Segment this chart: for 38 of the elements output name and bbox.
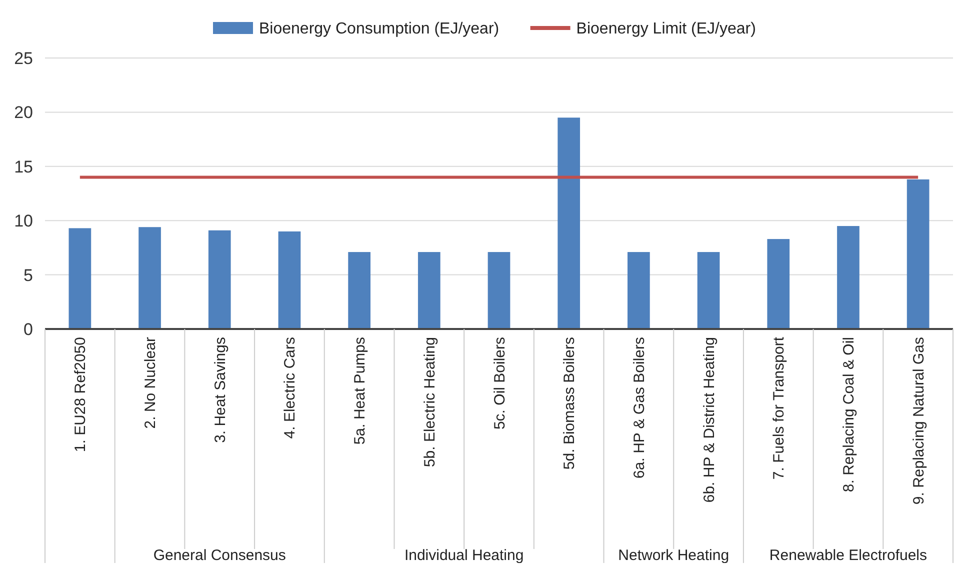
text: Individual Heating	[404, 547, 524, 564]
bar	[837, 226, 860, 329]
y-tick-label: 25	[14, 48, 33, 68]
bar	[558, 118, 580, 329]
x-tick-label: 7. Fuels for Transport	[770, 336, 788, 480]
text: Network Heating	[618, 547, 730, 564]
y-tick-label: 15	[14, 157, 33, 176]
legend-label: Bioenergy Consumption (EJ/year)	[259, 20, 500, 38]
bar	[348, 252, 370, 329]
bar	[628, 252, 650, 329]
x-tick-label: 6a. HP & Gas Boilers	[630, 337, 648, 478]
bar	[138, 227, 161, 329]
y-tick-label: 20	[14, 103, 33, 122]
legend-label: Bioenergy Limit (EJ/year)	[576, 20, 756, 38]
x-tick-label: 5b. Electric Heating	[421, 337, 438, 468]
bar	[767, 239, 790, 329]
y-tick-label: 10	[14, 212, 33, 231]
y-tick-label: 5	[24, 266, 33, 285]
bar	[488, 252, 510, 329]
x-tick-label: 5c. Oil Boilers	[491, 337, 508, 430]
bar	[906, 179, 930, 329]
text: Renewable Electrofuels	[769, 547, 928, 564]
x-tick-label: 2. No Nuclear	[142, 337, 160, 429]
bar	[418, 252, 440, 329]
x-tick-label: 8. Replacing Coal & Oil	[840, 337, 858, 492]
x-tick-label: 1. EU28 Ref2050	[72, 337, 90, 452]
x-tick-label: 4. Electric Cars	[282, 337, 299, 439]
bar	[208, 230, 231, 329]
bar	[278, 231, 301, 329]
x-tick-label: 5a. Heat Pumps	[352, 337, 369, 445]
x-tick-label: 5d. Biomass Boilers	[561, 337, 578, 470]
bar	[697, 252, 720, 329]
y-tick-label: 0	[24, 320, 33, 339]
x-tick-label: 3. Heat Savings	[212, 337, 229, 443]
x-tick-label: 6b. HP & District Heating	[700, 337, 718, 503]
bar	[68, 228, 92, 329]
x-tick-label: 9. Replacing Natural Gas	[910, 337, 928, 505]
text: General Consensus	[153, 547, 286, 564]
